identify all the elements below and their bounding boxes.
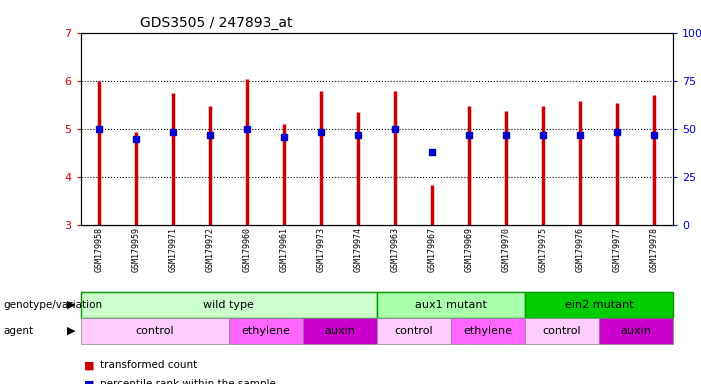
Bar bbox=[525, 292, 673, 318]
Text: percentile rank within the sample: percentile rank within the sample bbox=[100, 379, 276, 384]
Bar bbox=[525, 318, 599, 344]
Text: control: control bbox=[395, 326, 433, 336]
Text: transformed count: transformed count bbox=[100, 360, 198, 370]
Text: ■: ■ bbox=[84, 379, 95, 384]
Text: ethylene: ethylene bbox=[463, 326, 512, 336]
Text: ■: ■ bbox=[84, 360, 95, 370]
Bar bbox=[229, 318, 303, 344]
Bar bbox=[377, 292, 525, 318]
Text: ethylene: ethylene bbox=[241, 326, 290, 336]
Text: ▶: ▶ bbox=[67, 300, 76, 310]
Bar bbox=[599, 318, 673, 344]
Text: wild type: wild type bbox=[203, 300, 254, 310]
Text: aux1 mutant: aux1 mutant bbox=[415, 300, 486, 310]
Bar bbox=[377, 318, 451, 344]
Bar bbox=[81, 292, 377, 318]
Text: auxin: auxin bbox=[325, 326, 355, 336]
Text: agent: agent bbox=[4, 326, 34, 336]
Text: control: control bbox=[543, 326, 581, 336]
Bar bbox=[303, 318, 377, 344]
Text: auxin: auxin bbox=[620, 326, 651, 336]
Text: GDS3505 / 247893_at: GDS3505 / 247893_at bbox=[140, 16, 292, 30]
Text: control: control bbox=[135, 326, 174, 336]
Text: ein2 mutant: ein2 mutant bbox=[565, 300, 633, 310]
Bar bbox=[81, 318, 229, 344]
Bar bbox=[451, 318, 525, 344]
Text: genotype/variation: genotype/variation bbox=[4, 300, 102, 310]
Text: ▶: ▶ bbox=[67, 326, 76, 336]
